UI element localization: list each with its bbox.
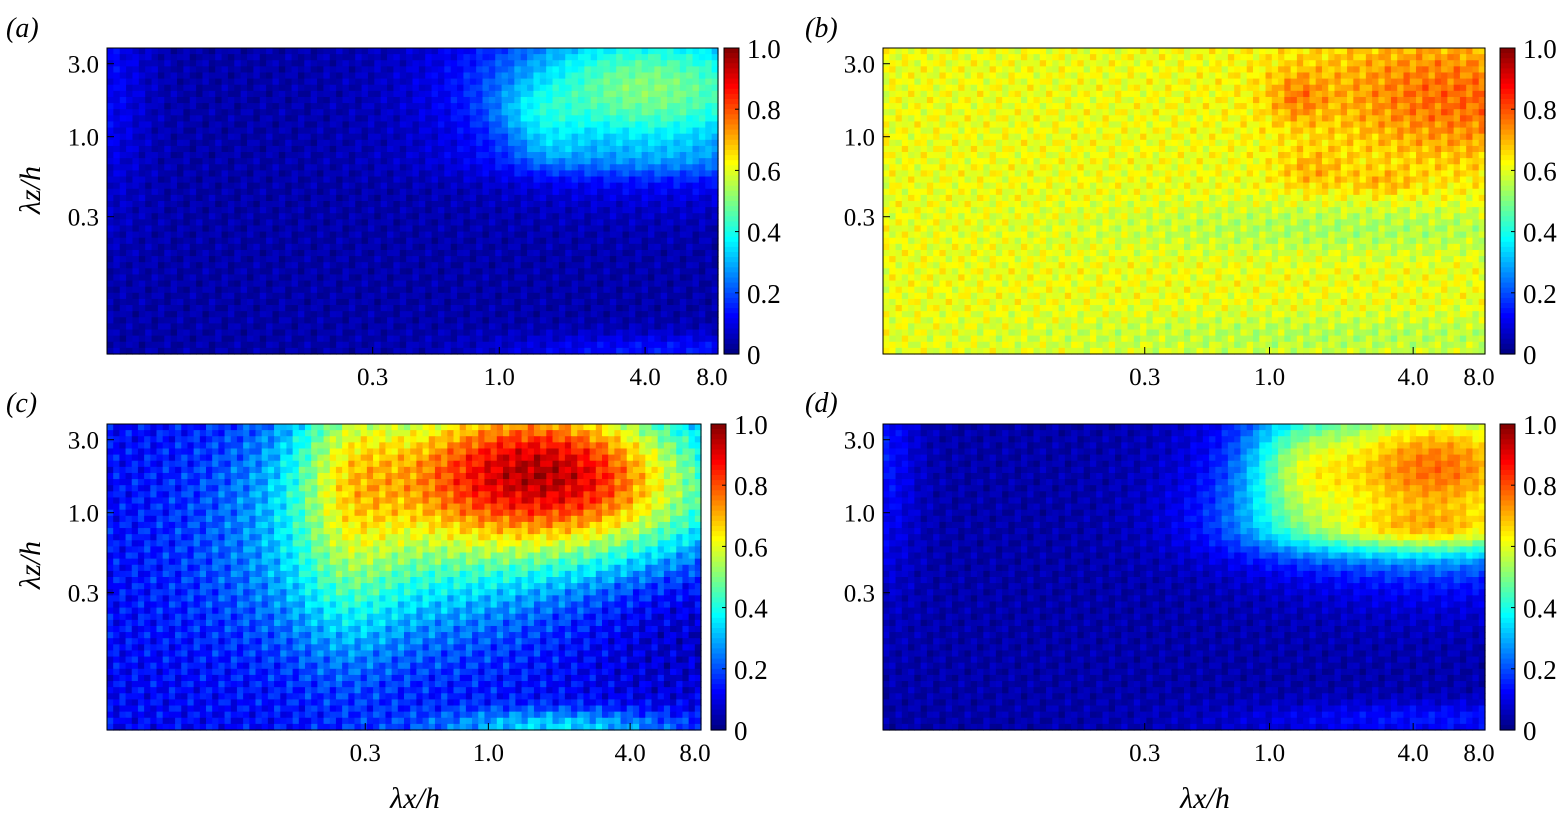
panel-a: (a) λz/h 0.3 1.0 3.0 0.3 1.0 4.0 8.0 0 0.2 0.4 0.6… — [6, 13, 781, 391]
colorbar-tick-label: 0 — [734, 716, 748, 746]
heatmap-field — [883, 424, 1486, 731]
x-tick-label: 8.0 — [696, 364, 727, 391]
y-axis-label-a: λz/h — [14, 166, 47, 215]
colorbar-tick-label: 0.8 — [734, 471, 768, 501]
heatmap-field — [883, 48, 1486, 355]
panel-label-d: (d) — [805, 388, 838, 419]
heatmap-c: 0.3 1.0 3.0 0.3 1.0 4.0 8.0 0 0.2 0.4 0.6 0.8 1.0 — [68, 410, 769, 767]
colorbar-tick-label: 0.6 — [1523, 156, 1557, 186]
colorbar-tick-label: 0 — [1523, 340, 1537, 370]
colorbar-tick-label: 0 — [747, 340, 761, 370]
y-tick-label: 3.0 — [844, 428, 875, 455]
plot-frame — [106, 423, 702, 731]
colorbar — [1500, 48, 1515, 355]
colorbar-frame — [710, 423, 727, 731]
colorbar-tick-label: 1.0 — [747, 34, 781, 64]
colorbar-tick-label: 0.2 — [734, 655, 768, 685]
colorbar — [1500, 424, 1515, 731]
colorbar-frame — [723, 47, 740, 355]
colorbar-tick-label: 0.8 — [1523, 95, 1557, 125]
heatmap-d: 0.3 1.0 3.0 0.3 1.0 4.0 8.0 0 0.2 0.4 0.6 0.8 1.0 — [844, 410, 1558, 767]
x-tick-label: 8.0 — [679, 740, 710, 767]
colorbar-tick-label: 0.4 — [1523, 218, 1557, 248]
colorbar — [724, 48, 739, 355]
colorbar-tick-label: 0.2 — [1523, 279, 1557, 309]
y-tick-label: 3.0 — [68, 52, 99, 79]
panel-d: (d) λx/h 0.3 1.0 3.0 0.3 1.0 4.0 8.0 0 0.2 0.4 0.6… — [805, 388, 1557, 815]
colorbar-tick-label: 0 — [1523, 716, 1537, 746]
x-tick-label: 0.3 — [1129, 740, 1160, 767]
y-tick-label: 0.3 — [68, 205, 99, 232]
x-axis-label-d: λx/h — [1179, 782, 1230, 815]
colorbar-tick-label: 0.6 — [747, 156, 781, 186]
x-tick-label: 0.3 — [350, 740, 381, 767]
colorbar-tick-label: 0.8 — [1523, 471, 1557, 501]
y-tick-label: 3.0 — [68, 428, 99, 455]
panel-b: (b) 0.3 1.0 3.0 0.3 1.0 4.0 8.0 0 0.2 0.4 0.6 0.8 1.… — [805, 13, 1557, 391]
y-tick-label: 1.0 — [68, 125, 99, 152]
x-tick-label: 1.0 — [473, 740, 504, 767]
colorbar-tick-label: 1.0 — [734, 410, 768, 440]
y-tick-label: 0.3 — [68, 581, 99, 608]
colorbar-frame — [1499, 47, 1516, 355]
x-tick-label: 0.3 — [1129, 364, 1160, 391]
colorbar-tick-label: 1.0 — [1523, 410, 1557, 440]
y-tick-label: 1.0 — [68, 501, 99, 528]
colorbar-tick-label: 1.0 — [1523, 34, 1557, 64]
heatmap-field — [107, 424, 702, 731]
x-tick-label: 4.0 — [1398, 364, 1429, 391]
y-tick-label: 3.0 — [844, 52, 875, 79]
x-axis-label-c: λx/h — [389, 782, 440, 815]
x-tick-label: 0.3 — [357, 364, 388, 391]
colorbar-tick-label: 0.4 — [734, 594, 768, 624]
x-tick-label: 4.0 — [1398, 740, 1429, 767]
colorbar — [711, 424, 726, 731]
heatmap-field — [107, 48, 719, 355]
colorbar-tick-label: 0.4 — [1523, 594, 1557, 624]
x-tick-label: 1.0 — [1254, 364, 1285, 391]
colorbar-tick-label: 0.4 — [747, 218, 781, 248]
colorbar-frame — [1499, 423, 1516, 731]
x-tick-label: 1.0 — [484, 364, 515, 391]
y-axis-label-c: λz/h — [14, 541, 47, 590]
x-tick-label: 4.0 — [629, 364, 660, 391]
y-tick-label: 0.3 — [844, 205, 875, 232]
heatmap-a: 0.3 1.0 3.0 0.3 1.0 4.0 8.0 0 0.2 0.4 0.6 0.8 1.0 — [68, 34, 782, 391]
plot-frame — [106, 47, 719, 355]
y-tick-label: 1.0 — [844, 501, 875, 528]
plot-frame — [882, 47, 1486, 355]
colorbar-tick-label: 0.8 — [747, 95, 781, 125]
heatmap-b: 0.3 1.0 3.0 0.3 1.0 4.0 8.0 0 0.2 0.4 0.6 0.8 1.0 — [844, 34, 1558, 391]
x-tick-label: 8.0 — [1463, 740, 1494, 767]
colorbar-tick-label: 0.2 — [1523, 655, 1557, 685]
panel-label-c: (c) — [6, 388, 37, 419]
y-tick-label: 0.3 — [844, 581, 875, 608]
x-tick-label: 4.0 — [614, 740, 645, 767]
x-tick-label: 8.0 — [1463, 364, 1494, 391]
colorbar-tick-label: 0.2 — [747, 279, 781, 309]
plot-frame — [882, 423, 1486, 731]
y-tick-label: 1.0 — [844, 125, 875, 152]
panel-c: (c) λz/h λx/h 0.31.03.00.3 1.0 4.0 8.000.20… — [6, 388, 768, 815]
colorbar-tick-label: 0.6 — [734, 532, 768, 562]
x-tick-label: 1.0 — [1254, 740, 1285, 767]
panel-label-b: (b) — [805, 13, 838, 44]
panel-label-a: (a) — [6, 13, 39, 44]
colorbar-tick-label: 0.6 — [1523, 532, 1557, 562]
